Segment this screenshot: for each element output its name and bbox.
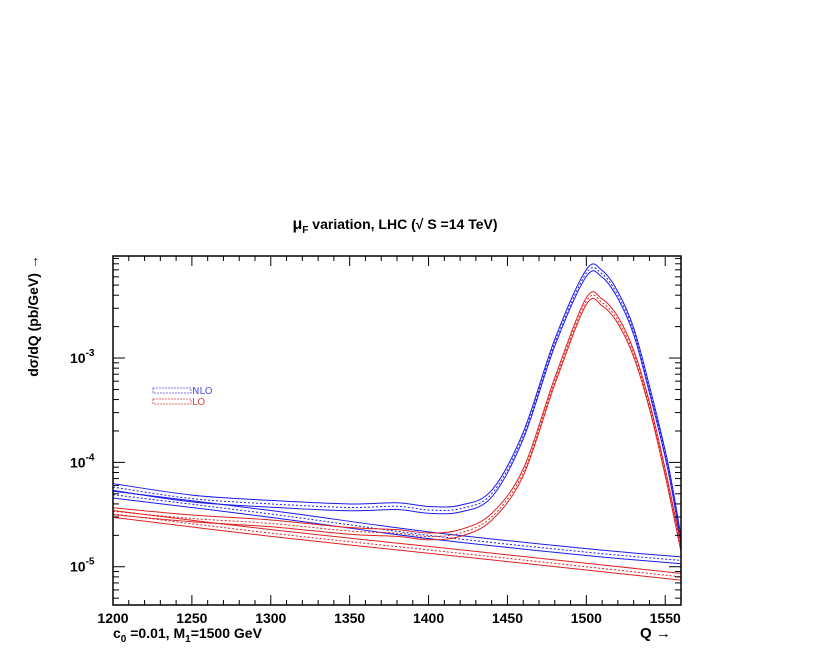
band-lower-nlo xyxy=(112,497,682,565)
x-tick-label: 1200 xyxy=(97,610,128,626)
legend-entry-lo: LO xyxy=(152,397,205,408)
legend-entry-nlo: NLO xyxy=(152,386,213,397)
x-tick-label: 1300 xyxy=(255,610,286,626)
y-tick-label: 10-3 xyxy=(70,348,95,366)
series-lo-3 xyxy=(112,510,682,581)
x-tick-label: 1350 xyxy=(334,610,365,626)
series-nlo-0 xyxy=(112,263,682,544)
y-axis-label: dσ/dQ (pb/GeV) → xyxy=(25,255,41,377)
band-lower-nlo xyxy=(112,270,682,544)
x-axis-label: Q → xyxy=(640,625,671,642)
y-tick-label: 10-4 xyxy=(70,452,95,470)
legend: NLO LO xyxy=(152,386,213,408)
band-lower-lo xyxy=(112,516,682,581)
legend-swatch-nlo xyxy=(152,387,192,394)
plot-frame xyxy=(112,255,682,606)
legend-swatch-lo xyxy=(152,398,192,405)
legend-label-nlo: NLO xyxy=(192,386,213,397)
band-upper-nlo xyxy=(112,490,682,558)
band-upper-lo xyxy=(112,510,682,574)
ticks-layer: 1200 1250 1300 1350 1400 1450 1500 1550 10-5 10-4… xyxy=(70,256,682,626)
central-line-nlo xyxy=(112,494,682,561)
band-lower-lo xyxy=(112,297,682,552)
x-tick-label: 1450 xyxy=(492,610,523,626)
parameter-annotation: c0 =0.01, M1=1500 GeV xyxy=(113,625,263,645)
y-tick-label: 10-5 xyxy=(70,557,95,575)
central-line-lo xyxy=(112,294,682,549)
series-nlo-1 xyxy=(112,490,682,565)
series-layer xyxy=(112,263,682,581)
series-lo-2 xyxy=(112,291,682,552)
central-line-lo xyxy=(112,513,682,578)
x-tick-label: 1250 xyxy=(176,610,207,626)
x-tick-label: 1400 xyxy=(413,610,444,626)
chart-title: μF variation, LHC (√ S =14 TeV) xyxy=(293,216,498,236)
x-tick-label: 1550 xyxy=(650,610,681,626)
central-line-nlo xyxy=(112,266,682,541)
band-upper-lo xyxy=(112,291,682,545)
x-tick-label: 1500 xyxy=(571,610,602,626)
legend-label-lo: LO xyxy=(192,397,205,408)
band-upper-nlo xyxy=(112,263,682,537)
